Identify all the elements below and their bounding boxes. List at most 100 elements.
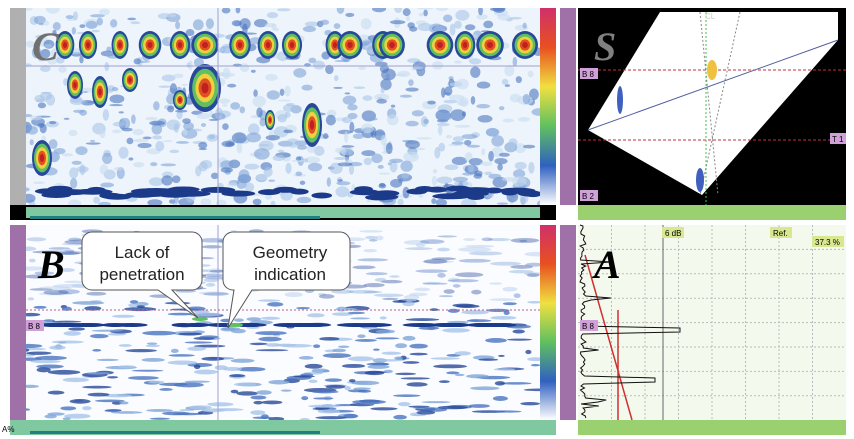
- texture: [382, 298, 398, 300]
- texture: [403, 323, 440, 327]
- texture: [454, 60, 462, 63]
- texture: [79, 24, 85, 28]
- texture: [379, 183, 387, 188]
- texture: [393, 394, 421, 397]
- texture: [453, 136, 464, 141]
- texture: [350, 317, 370, 319]
- texture: [439, 380, 450, 383]
- texture: [99, 129, 105, 138]
- texture: [401, 173, 409, 179]
- texture: [320, 20, 329, 25]
- texture: [497, 14, 510, 21]
- texture: [234, 383, 256, 387]
- texture: [280, 89, 285, 96]
- scroll-bar: [30, 431, 320, 434]
- texture: [411, 152, 417, 159]
- texture: [68, 238, 81, 242]
- texture: [453, 177, 468, 182]
- texture: [77, 323, 105, 327]
- texture: [455, 125, 471, 128]
- texture: [450, 109, 465, 121]
- texture: [334, 157, 347, 160]
- texture: [103, 194, 132, 200]
- scale-bar: [578, 420, 846, 435]
- texture: [236, 391, 258, 395]
- texture: [79, 110, 87, 116]
- texture: [415, 269, 447, 273]
- texture: [405, 140, 420, 149]
- indication: [333, 42, 337, 48]
- texture: [448, 309, 460, 313]
- texture: [495, 381, 505, 385]
- texture: [457, 100, 468, 106]
- texture: [193, 19, 204, 30]
- texture: [325, 378, 342, 381]
- texture: [279, 344, 312, 347]
- texture: [131, 188, 169, 194]
- indication: [290, 42, 294, 48]
- texture: [162, 14, 176, 18]
- texture: [70, 178, 77, 189]
- texture: [406, 382, 427, 386]
- indication: [269, 118, 271, 122]
- texture: [334, 60, 349, 62]
- texture: [387, 114, 399, 125]
- texture: [64, 281, 84, 283]
- texture: [48, 370, 81, 375]
- texture: [470, 66, 480, 77]
- texture: [283, 130, 293, 134]
- texture: [365, 236, 377, 239]
- texture: [231, 359, 255, 363]
- texture: [499, 153, 510, 157]
- color-bar: [540, 8, 556, 205]
- texture: [133, 129, 144, 135]
- indication: [63, 42, 67, 48]
- texture: [361, 18, 372, 29]
- texture: [167, 106, 174, 113]
- axis-label: A%: [2, 425, 14, 434]
- texture: [307, 313, 325, 317]
- texture: [450, 82, 456, 86]
- ruler: [560, 225, 576, 420]
- texture: [34, 306, 47, 309]
- texture: [373, 348, 380, 350]
- texture: [376, 236, 384, 241]
- indication: [178, 98, 181, 102]
- texture: [100, 164, 109, 175]
- texture: [33, 181, 45, 183]
- texture: [376, 330, 395, 334]
- texture: [267, 90, 280, 99]
- texture: [255, 331, 287, 335]
- texture: [419, 194, 424, 198]
- callout-text: Geometry: [253, 243, 328, 262]
- texture: [318, 410, 341, 414]
- texture: [200, 198, 211, 205]
- scale-bar: [578, 205, 846, 220]
- texture: [426, 187, 447, 193]
- texture: [153, 101, 160, 110]
- texture: [442, 328, 470, 333]
- texture: [344, 131, 348, 142]
- texture: [113, 122, 126, 127]
- texture: [277, 8, 290, 11]
- texture: [516, 76, 522, 83]
- texture: [335, 186, 349, 197]
- texture: [523, 94, 530, 105]
- texture: [49, 345, 66, 349]
- texture: [335, 148, 346, 154]
- texture: [230, 102, 240, 110]
- indication: [347, 42, 352, 48]
- texture: [326, 385, 346, 389]
- texture: [103, 109, 109, 121]
- texture: [423, 283, 448, 285]
- indication: [202, 42, 208, 48]
- texture: [452, 141, 464, 144]
- texture: [152, 135, 162, 139]
- texture: [285, 292, 303, 297]
- texture: [461, 310, 488, 314]
- texture: [355, 339, 377, 342]
- texture: [69, 130, 78, 137]
- texture: [293, 375, 315, 377]
- texture: [406, 16, 410, 21]
- texture: [494, 158, 507, 164]
